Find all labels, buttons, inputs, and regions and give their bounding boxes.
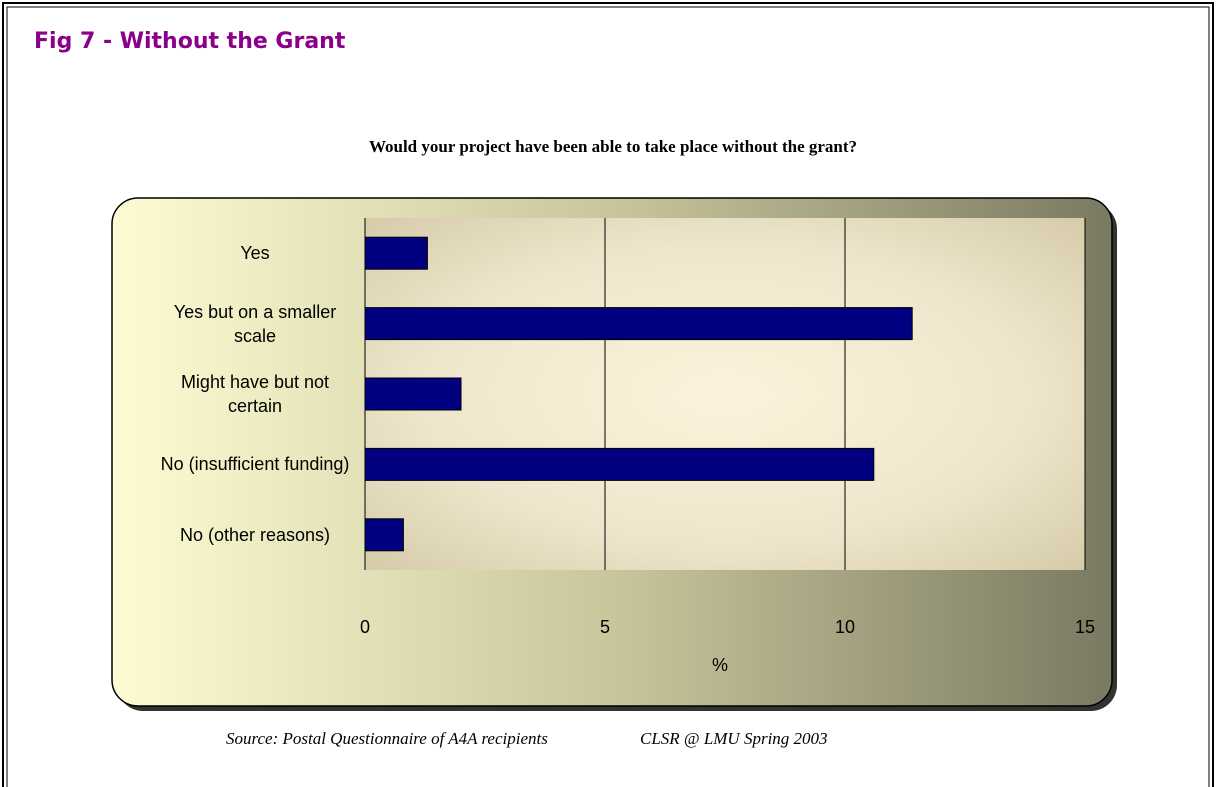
- x-tick-label: 5: [600, 617, 610, 637]
- source: Source: Postal Questionnaire of A4A reci…: [226, 729, 548, 748]
- y-tick-label: Yes but on a smaller scale: [173, 301, 337, 346]
- y-tick-label: Yes: [240, 243, 270, 264]
- heading: Fig 7 - Without the Grant: [34, 29, 346, 54]
- x-axis-label: %: [712, 655, 728, 675]
- y-tick-label: No (insufficient funding): [160, 454, 350, 475]
- x-tick-label: 15: [1075, 617, 1095, 637]
- x-tick-label: 0: [360, 617, 370, 637]
- chart-title: Would your project have been able to tak…: [369, 137, 857, 156]
- y-tick-label: Might have but not certain: [180, 372, 330, 416]
- bar: [364, 307, 913, 341]
- frame-inner: [6, 6, 1210, 787]
- credit: CLSR @ LMU Spring 2003: [640, 729, 828, 748]
- x-tick-label: 10: [835, 617, 855, 637]
- bar: [364, 518, 404, 552]
- bar: [364, 236, 428, 270]
- plot-area: [365, 218, 1085, 570]
- bar: [364, 377, 462, 411]
- y-tick-label: No (other reasons): [179, 524, 331, 545]
- bar: [364, 447, 875, 481]
